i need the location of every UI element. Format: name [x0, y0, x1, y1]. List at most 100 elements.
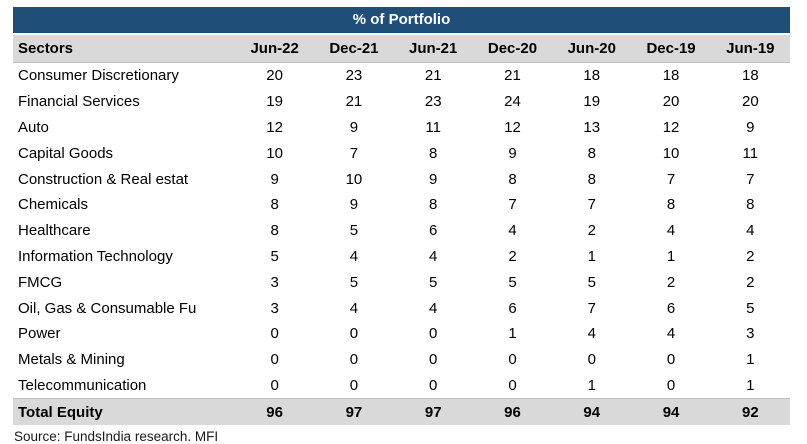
sector-label: Metals & Mining [13, 346, 235, 373]
table-row: Oil, Gas & Consumable Fu 3 4 4 6 7 6 5 [13, 295, 790, 321]
value-cell: 0 [235, 320, 315, 347]
value-cell: 4 [472, 217, 553, 244]
value-cell: 18 [631, 62, 711, 89]
value-cell: 3 [235, 269, 315, 296]
value-cell: 0 [314, 372, 394, 399]
source-note: Source: FundsIndia research. MFI [14, 429, 219, 444]
value-cell: 5 [472, 269, 553, 296]
value-cell: 0 [235, 346, 315, 373]
value-cell: 1 [552, 243, 632, 270]
value-cell: 19 [235, 88, 315, 115]
value-cell: 12 [235, 114, 315, 141]
value-cell: 21 [472, 62, 553, 89]
value-cell: 0 [393, 320, 473, 347]
total-value-cell: 94 [631, 398, 711, 426]
value-cell: 23 [393, 88, 473, 115]
value-cell: 4 [710, 217, 790, 244]
table-row: Chemicals 8 9 8 7 7 8 8 [13, 191, 790, 218]
column-header-dec-19: Dec-19 [631, 35, 711, 63]
sector-label: Financial Services [13, 88, 235, 115]
table-row: Construction & Real estat 9 10 9 8 8 7 7 [13, 166, 790, 192]
value-cell: 5 [314, 269, 394, 296]
value-cell: 1 [710, 372, 790, 399]
sector-label: Healthcare [13, 217, 235, 244]
table-row: Capital Goods 10 7 8 9 8 10 11 [13, 140, 790, 167]
table-row: Healthcare 8 5 6 4 2 4 4 [13, 217, 790, 244]
total-value-cell: 94 [552, 398, 632, 426]
column-header-row: Sectors Jun-22 Dec-21 Jun-21 Dec-20 Jun-20 Dec… [13, 35, 790, 63]
value-cell: 2 [710, 269, 790, 296]
value-cell: 9 [314, 191, 394, 218]
value-cell: 4 [393, 243, 473, 270]
value-cell: 9 [472, 140, 553, 167]
value-cell: 9 [314, 114, 394, 141]
value-cell: 5 [552, 269, 632, 296]
value-cell: 0 [393, 346, 473, 373]
table-row: Information Technology 5 4 4 2 1 1 2 [13, 243, 790, 270]
value-cell: 9 [710, 114, 790, 141]
value-cell: 0 [631, 346, 711, 373]
value-cell: 0 [314, 320, 394, 347]
sector-label: Telecommunication [13, 372, 235, 399]
value-cell: 5 [314, 217, 394, 244]
value-cell: 13 [552, 114, 632, 141]
value-cell: 10 [235, 140, 315, 167]
value-cell: 6 [631, 295, 711, 321]
table-title: % of Portfolio [13, 7, 790, 33]
value-cell: 2 [552, 217, 632, 244]
value-cell: 4 [631, 320, 711, 347]
value-cell: 0 [631, 372, 711, 399]
value-cell: 5 [393, 269, 473, 296]
value-cell: 8 [631, 191, 711, 218]
value-cell: 18 [552, 62, 632, 89]
column-header-jun-19: Jun-19 [710, 35, 790, 63]
sector-label: Information Technology [13, 243, 235, 270]
value-cell: 7 [631, 166, 711, 192]
value-cell: 8 [393, 191, 473, 218]
sector-label: Oil, Gas & Consumable Fu [13, 295, 235, 321]
total-label: Total Equity [13, 398, 235, 426]
total-value-cell: 97 [393, 398, 473, 426]
value-cell: 8 [552, 140, 632, 167]
value-cell: 2 [710, 243, 790, 270]
column-header-dec-20: Dec-20 [472, 35, 553, 63]
value-cell: 7 [472, 191, 553, 218]
value-cell: 21 [314, 88, 394, 115]
total-value-cell: 97 [314, 398, 394, 426]
value-cell: 23 [314, 62, 394, 89]
value-cell: 11 [393, 114, 473, 141]
value-cell: 0 [314, 346, 394, 373]
table-row: FMCG 3 5 5 5 5 2 2 [13, 269, 790, 296]
value-cell: 20 [235, 62, 315, 89]
value-cell: 2 [631, 269, 711, 296]
value-cell: 4 [393, 295, 473, 321]
value-cell: 24 [472, 88, 553, 115]
value-cell: 7 [710, 166, 790, 192]
value-cell: 7 [314, 140, 394, 167]
total-value-cell: 92 [710, 398, 790, 426]
value-cell: 2 [472, 243, 553, 270]
total-value-cell: 96 [472, 398, 553, 426]
value-cell: 0 [235, 372, 315, 399]
column-header-sectors: Sectors [13, 35, 235, 63]
sector-label: Chemicals [13, 191, 235, 218]
total-value-cell: 96 [235, 398, 315, 426]
column-header-dec-21: Dec-21 [314, 35, 394, 63]
column-header-jun-20: Jun-20 [552, 35, 632, 63]
value-cell: 8 [393, 140, 473, 167]
column-header-jun-22: Jun-22 [235, 35, 315, 63]
sector-label: Capital Goods [13, 140, 235, 167]
value-cell: 7 [552, 191, 632, 218]
value-cell: 0 [472, 372, 553, 399]
value-cell: 8 [552, 166, 632, 192]
value-cell: 6 [393, 217, 473, 244]
value-cell: 4 [314, 295, 394, 321]
sector-label: Construction & Real estat [13, 166, 235, 192]
value-cell: 6 [472, 295, 553, 321]
value-cell: 9 [393, 166, 473, 192]
value-cell: 9 [235, 166, 315, 192]
value-cell: 3 [710, 320, 790, 347]
portfolio-table: Sectors Jun-22 Dec-21 Jun-21 Dec-20 Jun-20 Dec… [13, 35, 790, 426]
value-cell: 1 [472, 320, 553, 347]
value-cell: 7 [552, 295, 632, 321]
